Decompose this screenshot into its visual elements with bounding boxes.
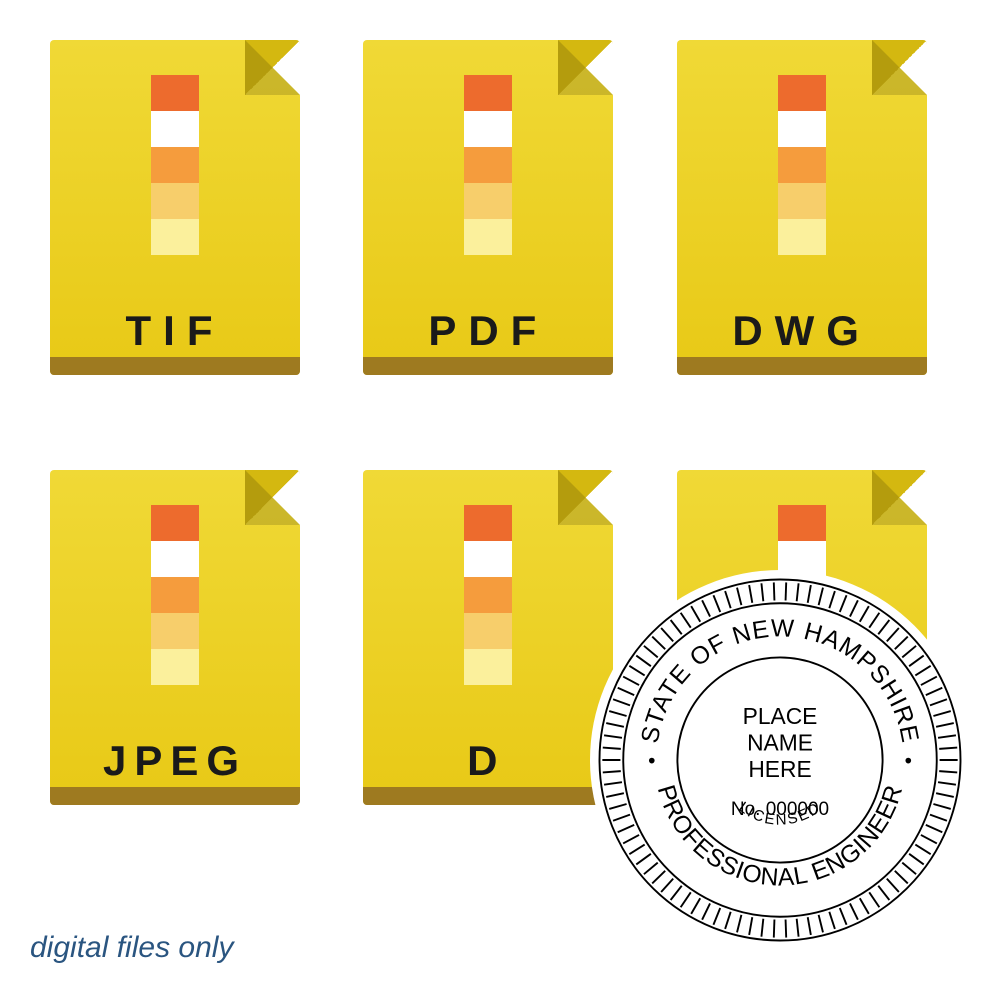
file-icon-pdf: PDF	[363, 40, 613, 375]
color-bar	[151, 75, 199, 255]
file-icon-tif: TIF	[50, 40, 300, 375]
footer-caption: digital files only	[30, 931, 233, 965]
file-label: TIF	[126, 307, 225, 355]
seal-center-line3: HERE	[748, 756, 811, 782]
file-label: PDF	[428, 307, 548, 355]
seal-center-line2: NAME	[747, 730, 813, 756]
file-label: DWG	[732, 307, 871, 355]
file-icon-partial: D	[363, 470, 613, 805]
file-icon-dwg: DWG	[677, 40, 927, 375]
svg-text:•: •	[905, 750, 912, 773]
file-icon-jpeg: JPEG	[50, 470, 300, 805]
engineer-seal: STATE OF NEW HAMPSHIRE PROFESSIONAL ENGI…	[590, 570, 970, 950]
seal-center-line1: PLACE	[743, 703, 818, 729]
file-label: D	[467, 737, 509, 785]
color-bar	[464, 75, 512, 255]
svg-text:•: •	[648, 750, 655, 773]
file-label: JPEG	[103, 737, 247, 785]
color-bar	[464, 505, 512, 685]
color-bar	[151, 505, 199, 685]
color-bar	[778, 75, 826, 255]
